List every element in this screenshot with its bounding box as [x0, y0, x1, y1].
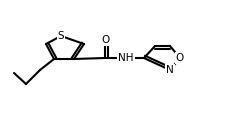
Text: S: S — [58, 31, 64, 41]
Text: O: O — [176, 53, 184, 63]
Text: N: N — [166, 65, 174, 75]
Text: O: O — [101, 35, 109, 45]
Text: NH: NH — [118, 53, 134, 63]
